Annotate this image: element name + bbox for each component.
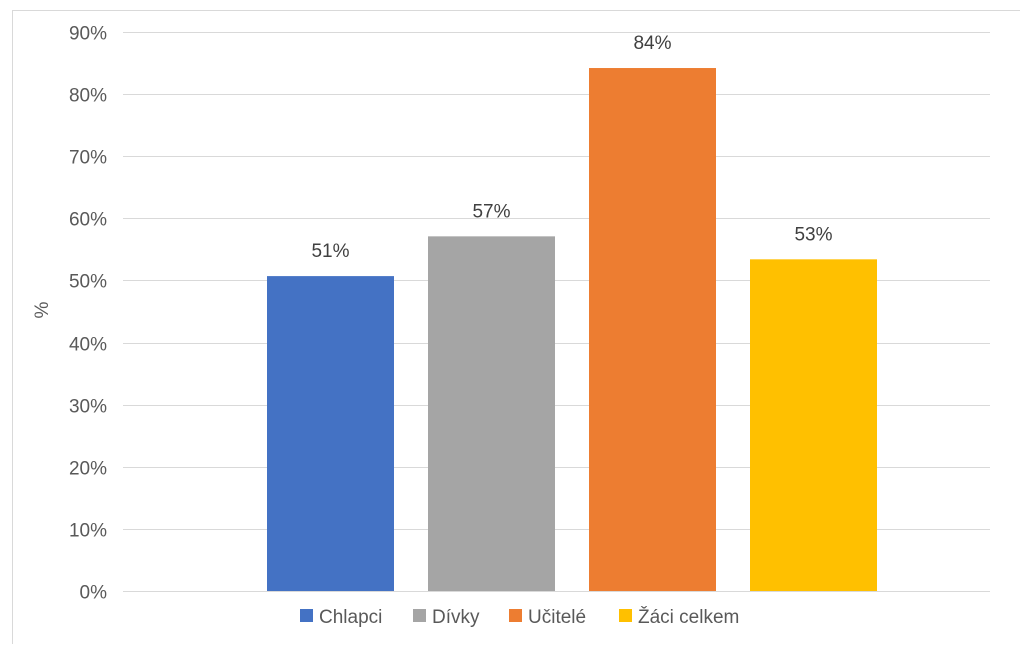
legend-entry: Učitelé	[528, 607, 586, 628]
bar-chlapci	[267, 276, 394, 591]
data-label: 84%	[633, 33, 671, 54]
y-tick-label: 40%	[69, 335, 107, 356]
data-label: 53%	[794, 224, 832, 245]
legend-swatch	[300, 609, 313, 622]
data-label: 51%	[311, 241, 349, 262]
legend-entry: Žáci celkem	[638, 606, 739, 628]
legend-entry: Dívky	[432, 607, 480, 628]
legend-entry: Chlapci	[319, 607, 382, 628]
y-tick-label: 30%	[69, 397, 107, 418]
y-tick-label: 80%	[69, 86, 107, 107]
y-tick-label: 60%	[69, 210, 107, 231]
bar-žáci-celkem	[750, 259, 877, 591]
bars	[267, 68, 877, 592]
bar-dívky	[428, 236, 555, 591]
legend-swatch	[509, 609, 522, 622]
y-tick-label: 70%	[69, 148, 107, 169]
y-tick-label: 50%	[69, 272, 107, 293]
y-axis-ticks: 0% 10% 20% 30% 40% 50% 60% 70% 80% 90%	[69, 24, 107, 604]
legend-swatch	[619, 609, 632, 622]
y-tick-label: 20%	[69, 459, 107, 480]
bar-učitelé	[589, 68, 716, 592]
data-label: 57%	[472, 201, 510, 222]
legend-swatch	[413, 609, 426, 622]
y-tick-label: 90%	[69, 24, 107, 45]
legend: Chlapci Dívky Učitelé Žáci celkem	[300, 606, 739, 628]
y-tick-label: 10%	[69, 521, 107, 542]
y-axis-title: %	[32, 301, 53, 318]
data-labels: 51% 57% 84% 53%	[311, 33, 832, 262]
y-tick-label: 0%	[80, 583, 108, 604]
